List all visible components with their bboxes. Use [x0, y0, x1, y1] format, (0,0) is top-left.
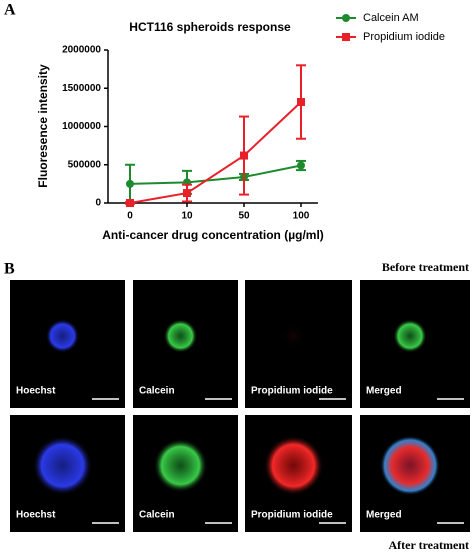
cell-spheroid: [380, 435, 440, 496]
cell-spheroid: [393, 319, 427, 353]
panel-caption: Propidium iodide: [251, 386, 333, 397]
x-tick-label: 100: [293, 211, 310, 222]
x-tick-label: 10: [181, 211, 193, 222]
series-line: [129, 101, 302, 204]
marker: [183, 189, 191, 198]
panel-label: A: [4, 2, 16, 19]
marker: [297, 98, 305, 107]
row-label: Before treatment: [382, 260, 469, 274]
cell-spheroid: [263, 435, 324, 496]
x-tick-label: 50: [238, 211, 250, 222]
cell-spheroid: [279, 322, 308, 350]
panel-caption: Merged: [366, 386, 402, 397]
panel-caption: Hoechst: [16, 510, 56, 521]
y-tick-label: 1500000: [62, 83, 101, 94]
legend-marker: [342, 14, 350, 22]
cell-spheroid: [45, 319, 80, 353]
y-tick-label: 0: [95, 198, 101, 209]
marker: [126, 199, 134, 207]
cell-spheroid: [153, 438, 208, 493]
y-tick-label: 1000000: [62, 121, 101, 132]
chart-title: HCT116 spheroids response: [129, 20, 291, 34]
legend-label: Calcein AM: [363, 12, 419, 24]
x-tick-label: 0: [127, 211, 133, 222]
panel-caption: Propidium iodide: [251, 510, 333, 521]
series-line: [129, 164, 302, 185]
row-label: After treatment: [388, 538, 469, 552]
y-axis-label: Fluoresence intensity: [36, 64, 50, 188]
marker: [126, 179, 134, 188]
cell-spheroid: [163, 319, 198, 353]
y-tick-label: 2000000: [62, 45, 101, 56]
legend-label: Propidium iodide: [363, 31, 445, 43]
panel-caption: Merged: [366, 510, 402, 521]
cell-spheroid: [32, 435, 93, 496]
panel-caption: Calcein: [139, 510, 175, 521]
y-tick-label: 500000: [68, 159, 102, 170]
panel-caption: Hoechst: [16, 386, 56, 397]
legend-marker: [342, 33, 350, 41]
panel-label: B: [4, 261, 15, 278]
x-axis-label: Anti-cancer drug concentration (µg/ml): [102, 228, 324, 242]
marker: [240, 151, 248, 160]
panel-caption: Calcein: [139, 386, 175, 397]
marker: [297, 161, 305, 170]
